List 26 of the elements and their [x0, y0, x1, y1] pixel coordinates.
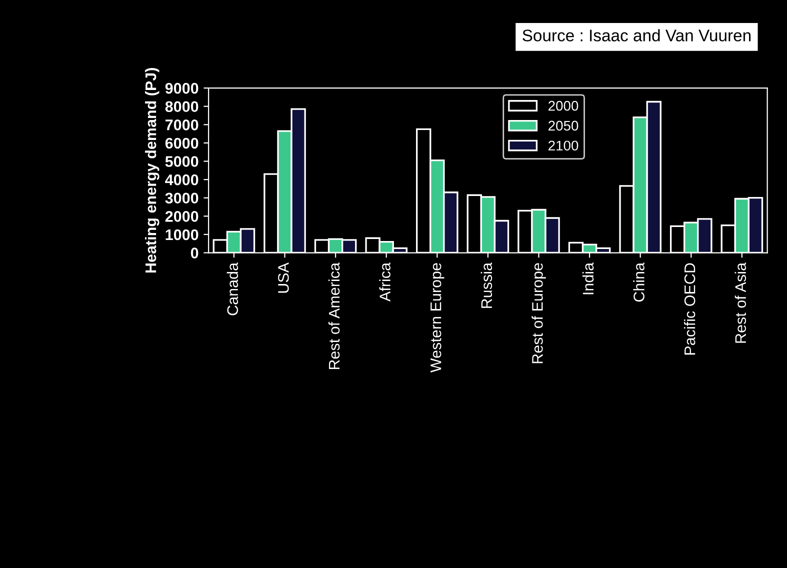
- y-tick-label: 1000: [166, 229, 198, 240]
- y-tick-label: 0: [190, 248, 198, 258]
- x-tick-label: Canada: [226, 262, 238, 316]
- y-tick-label: 3000: [165, 192, 198, 204]
- y-tick-label: 8000: [165, 101, 198, 112]
- y-tick-label: 7000: [166, 120, 198, 130]
- x-tick-label: Rest of Europe: [532, 263, 546, 364]
- y-tick-label: 5000: [165, 156, 198, 167]
- source-note: Source : Isaac and Van Vuuren: [522, 29, 751, 42]
- legend-label: 2050: [548, 120, 578, 131]
- legend-label: 2000: [548, 100, 578, 111]
- x-tick-label: Rest of America: [328, 262, 340, 370]
- y-axis-title: Heating energy demand (PJ): [144, 68, 160, 273]
- y-tick-label: 6000: [165, 138, 198, 149]
- x-tick-label: Russia: [480, 262, 492, 308]
- legend-label: 2100: [548, 140, 578, 151]
- x-tick-label: USA: [278, 262, 289, 293]
- y-tick-label: 4000: [165, 174, 198, 186]
- x-tick-label: India: [582, 262, 594, 294]
- y-tick-label: 9000: [165, 82, 198, 94]
- x-tick-label: Pacific OECD: [684, 263, 696, 355]
- x-tick-label: Rest of Asia: [734, 262, 746, 343]
- x-tick-label: China: [633, 262, 644, 302]
- y-tick-label: 2000: [165, 211, 198, 222]
- x-tick-label: Africa: [379, 262, 390, 302]
- x-tick-label: Western Europe: [430, 263, 444, 373]
